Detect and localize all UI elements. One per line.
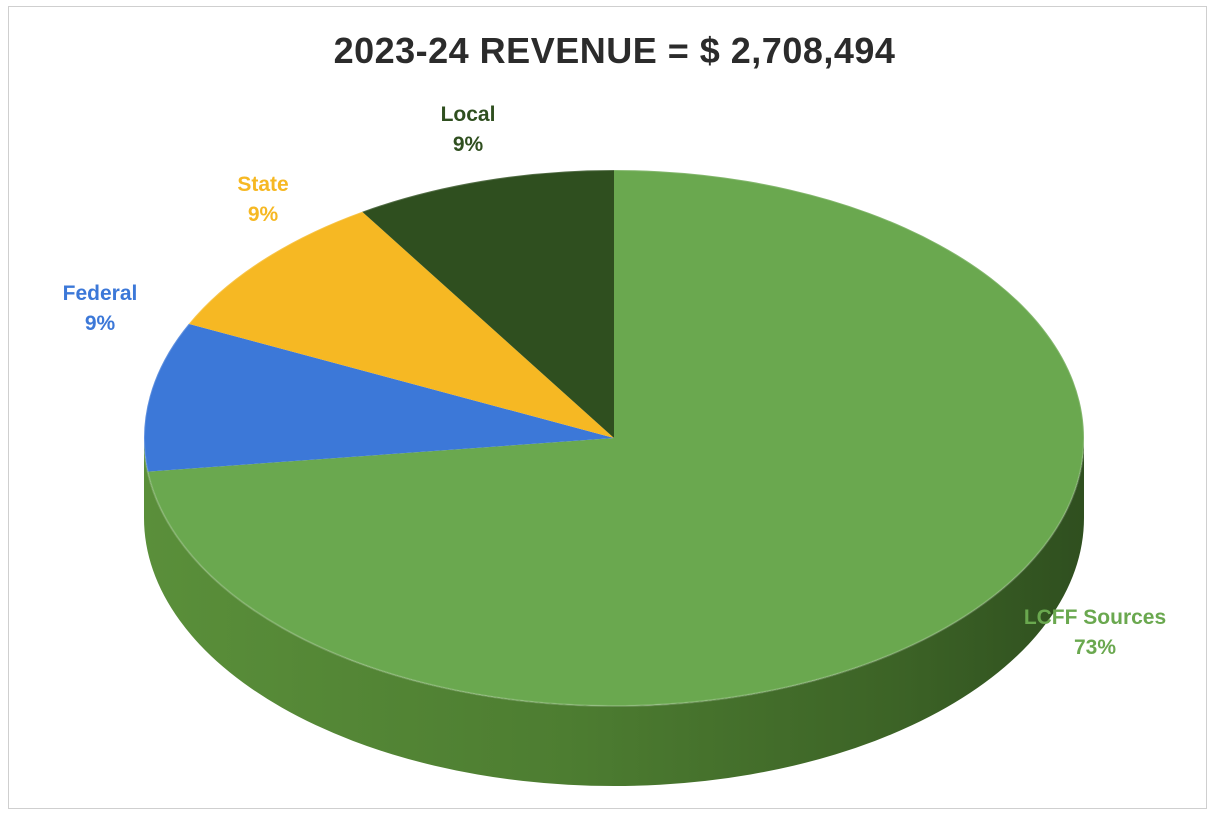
slice-name-lcff-sources: LCFF Sources <box>1023 606 1167 629</box>
slice-percent-lcff-sources: 73% <box>1073 636 1117 659</box>
slice-label-local: Local 9% <box>418 100 518 160</box>
slice-label-lcff-sources: LCFF Sources 73% <box>1005 603 1185 663</box>
slice-percent-federal: 9% <box>84 312 116 335</box>
slice-label-state: State 9% <box>213 170 313 230</box>
pie-side-wall <box>144 438 1084 786</box>
slice-percent-state: 9% <box>247 203 279 226</box>
pie-slice-federal <box>143 323 614 472</box>
slice-name-federal: Federal <box>62 282 138 305</box>
pie-slice-lcff-sources <box>147 170 1085 706</box>
slice-percent-local: 9% <box>452 133 484 156</box>
slice-name-state: State <box>237 173 289 196</box>
chart-title: 2023-24 REVENUE = $ 2,708,494 <box>333 30 896 71</box>
pie-rim <box>143 169 1085 707</box>
pie-slice-local <box>362 170 614 438</box>
pie-slice-state <box>188 211 614 438</box>
slice-label-federal: Federal 9% <box>40 279 160 339</box>
slice-name-local: Local <box>440 103 496 126</box>
